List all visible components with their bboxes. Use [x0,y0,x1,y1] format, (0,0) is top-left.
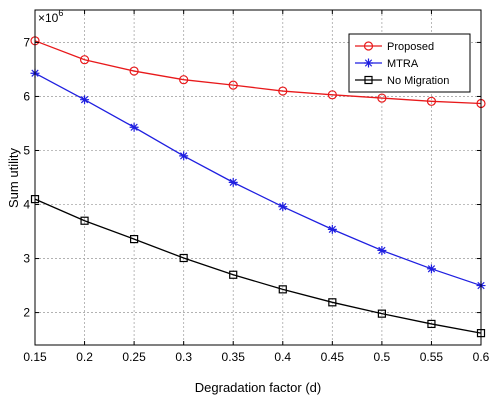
series-no-migration [30,195,486,338]
data-point-mtra [426,264,436,274]
data-point-no-migration [179,253,188,263]
x-tick-label: 0.25 [122,350,146,364]
legend-label-proposed: Proposed [387,41,434,53]
y-axis-label: Sum utility [6,148,21,208]
data-point-mtra [228,177,238,187]
x-tick-label: 0.55 [420,350,444,364]
y-tick-label: 4 [23,198,30,212]
asterisk-strokes [129,122,139,132]
data-point-proposed [327,90,337,100]
series-line-mtra [34,72,482,287]
data-point-mtra [179,151,189,161]
asterisk-strokes [179,151,189,161]
y-tick-label: 5 [23,143,30,157]
legend-label-no-migration: No Migration [387,75,449,87]
data-point-proposed [129,66,139,76]
data-point-no-migration [130,234,139,244]
data-point-mtra [80,95,90,105]
legend-items: Proposed MTRA No Migration [355,41,449,87]
y-tick-label: 7 [23,35,30,49]
y-tick-label: 2 [23,306,30,320]
asterisk-strokes [228,177,238,187]
y-tick-label: 3 [23,252,30,266]
series-line-proposed [34,40,482,105]
y-multiplier-exponent: 6 [58,8,63,18]
data-point-proposed [278,86,288,96]
x-axis-label: Degradation factor (d) [195,380,321,395]
y-tick-label: 6 [23,89,30,103]
x-tick-label: 0.35 [222,350,246,364]
x-tick-labels: 0.15 0.2 0.25 0.3 0.35 0.4 0.45 0.5 0.55 0.6 [23,350,489,364]
data-point-proposed [377,93,387,103]
data-point-no-migration [427,319,436,329]
series-mtra [30,68,486,291]
asterisk-strokes [364,58,373,68]
asterisk-strokes [327,224,337,234]
data-point-no-migration [328,298,337,307]
series-layer [30,36,486,338]
asterisk-strokes [426,264,436,274]
tick-marks [34,10,482,345]
asterisk-strokes [278,202,288,212]
y-tick-labels: 2 3 4 5 6 7 [23,35,30,319]
data-point-no-migration [278,285,287,294]
legend-item-no-migration: No Migration [355,75,449,87]
x-tick-label: 0.15 [23,350,47,364]
data-point-no-migration [377,309,386,318]
x-tick-label: 0.2 [76,350,93,364]
plot-frame [34,9,482,346]
legend-marker-no-migration [364,75,373,85]
data-point-no-migration [229,270,238,279]
data-point-no-migration [80,216,89,225]
data-point-mtra [129,122,139,132]
legend-label-mtra: MTRA [387,58,419,70]
x-tick-label: 0.4 [274,350,291,364]
x-tick-label: 0.5 [374,350,391,364]
data-point-proposed [79,55,90,65]
series-line-no-migration [34,198,482,334]
data-point-proposed [179,75,189,85]
legend: Proposed MTRA No Migration [348,33,471,93]
asterisk-strokes [377,245,387,255]
data-point-proposed [426,96,437,106]
data-point-mtra [278,202,288,212]
y-multiplier-base: ×10 [38,11,59,25]
asterisk-strokes [80,95,90,105]
legend-marker-proposed [363,41,374,51]
y-axis-multiplier: ×106 [38,8,63,25]
x-tick-label: 0.3 [175,350,192,364]
data-point-proposed [228,80,238,90]
data-point-mtra [327,224,337,234]
x-tick-label: 0.6 [473,350,490,364]
legend-marker-mtra [364,58,373,68]
legend-item-mtra: MTRA [355,58,419,70]
legend-item-proposed: Proposed [355,41,434,53]
data-point-mtra [377,245,387,255]
x-tick-label: 0.45 [321,350,345,364]
